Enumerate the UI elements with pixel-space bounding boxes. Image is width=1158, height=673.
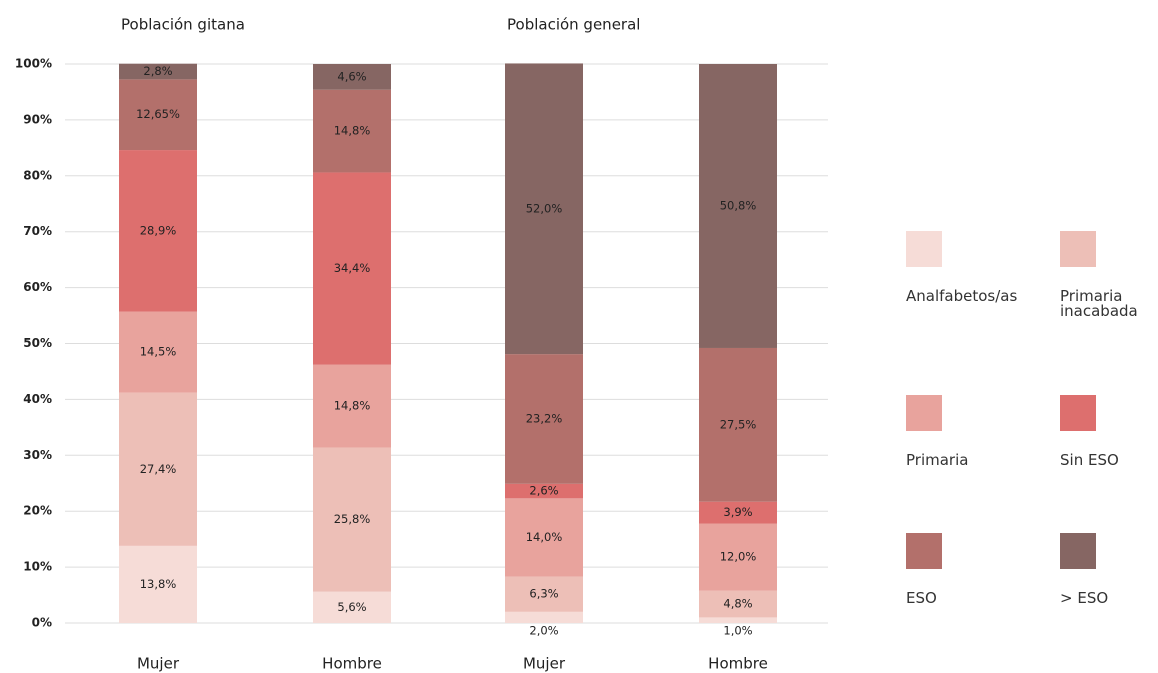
y-tick-label: 30% [23, 448, 52, 462]
y-tick-label: 0% [32, 616, 52, 630]
y-tick-label: 40% [23, 392, 52, 406]
data-label: 14,5% [140, 345, 177, 359]
y-tick-label: 90% [23, 112, 52, 126]
legend-item: Sin ESO [1060, 395, 1158, 468]
bar-segment [699, 64, 777, 348]
legend-swatch [1060, 231, 1096, 267]
bar-segment [505, 576, 583, 612]
bar-segment [313, 64, 391, 90]
bar-segment [699, 501, 777, 524]
group-title: Población general [507, 16, 640, 34]
bar-segment [505, 611, 583, 623]
y-tick-label: 100% [15, 57, 52, 71]
data-label: 52,0% [526, 201, 563, 215]
bar-segment [313, 447, 391, 592]
data-label: 13,8% [140, 577, 177, 591]
bar-segment [313, 591, 391, 623]
data-label: 28,9% [140, 223, 177, 237]
bar-segment [119, 545, 197, 623]
y-tick-label: 60% [23, 280, 52, 294]
data-label: 27,5% [720, 417, 757, 431]
data-label: 25,8% [334, 512, 371, 526]
y-tick-label: 10% [23, 560, 52, 574]
y-tick-label: 80% [23, 168, 52, 182]
data-label: 2,0% [529, 624, 558, 638]
bar-segment [119, 311, 197, 393]
bar-segment [699, 347, 777, 502]
data-label: 14,8% [334, 399, 371, 413]
x-tick-label: Hombre [322, 655, 382, 673]
bar-segment [119, 392, 197, 546]
data-label: 6,3% [529, 587, 558, 601]
data-label: 4,8% [723, 596, 752, 610]
legend-item: > ESO [1060, 533, 1158, 606]
legend-swatch [1060, 533, 1096, 569]
legend-label: ESO [906, 589, 937, 607]
legend-label: Analfabetos/as [906, 287, 1018, 305]
bar-segment [313, 89, 391, 173]
bar-segment [699, 523, 777, 591]
y-tick-label: 20% [23, 504, 52, 518]
data-label: 1,0% [723, 624, 752, 638]
data-label: 12,0% [720, 550, 757, 564]
legend-swatch [906, 533, 942, 569]
bar-segment [119, 150, 197, 312]
data-label: 2,6% [529, 484, 558, 498]
x-tick-label: Mujer [137, 655, 180, 673]
legend-swatch [906, 231, 942, 267]
legend-item: ESO [906, 533, 1016, 606]
bar-segment [505, 483, 583, 499]
data-label: 27,4% [140, 462, 177, 476]
y-tick-label: 70% [23, 224, 52, 238]
bar-segment [699, 617, 777, 623]
data-label: 5,6% [337, 600, 366, 614]
x-tick-label: Mujer [523, 655, 566, 673]
bar-segment [505, 354, 583, 484]
bar-segment [505, 63, 583, 355]
legend-swatch [1060, 395, 1096, 431]
legend-item: Primaria [906, 395, 1016, 468]
data-label: 3,9% [723, 505, 752, 519]
data-label: 2,8% [143, 64, 172, 78]
legend-item: Primaria inacabada [1060, 231, 1158, 319]
data-label: 23,2% [526, 411, 563, 425]
data-label: 12,65% [136, 107, 180, 121]
bar-segment [699, 590, 777, 618]
y-tick-label: 50% [23, 336, 52, 350]
data-label: 14,8% [334, 124, 371, 138]
legend-label: Sin ESO [1060, 451, 1119, 469]
bar-segment [119, 63, 197, 80]
legend-label: > ESO [1060, 589, 1109, 607]
data-label: 34,4% [334, 261, 371, 275]
data-label: 4,6% [337, 69, 366, 83]
bar-segment [313, 364, 391, 448]
legend-swatch [906, 395, 942, 431]
data-label: 14,0% [526, 530, 563, 544]
data-label: 50,8% [720, 198, 757, 212]
legend-item: Analfabetos/as [906, 231, 1017, 304]
bar-segment [119, 79, 197, 151]
x-tick-label: Hombre [708, 655, 768, 673]
bar-segment [505, 498, 583, 577]
legend-label: Primaria [906, 451, 969, 469]
bar-segment [313, 172, 391, 365]
legend-label: Primaria inacabada [1060, 287, 1138, 320]
group-title: Población gitana [121, 16, 245, 34]
